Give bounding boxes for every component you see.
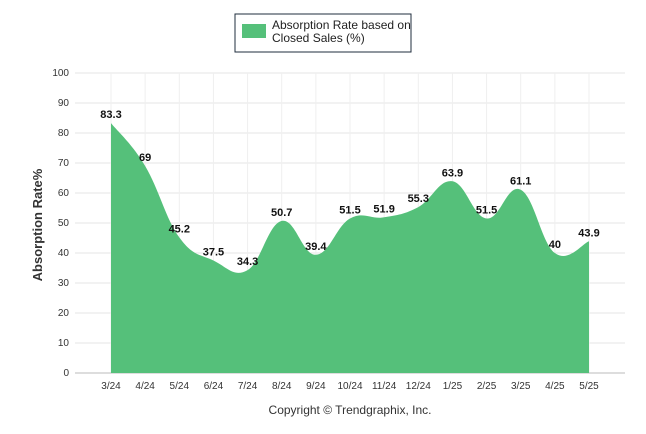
x-tick-label: 4/25 — [545, 381, 565, 392]
x-tick-label: 5/25 — [579, 381, 599, 392]
x-tick-label: 5/24 — [170, 381, 190, 392]
y-axis-title: Absorption Rate% — [30, 168, 45, 281]
x-tick-label: 11/24 — [372, 381, 397, 392]
data-label: 83.3 — [100, 109, 121, 121]
x-tick-label: 8/24 — [272, 381, 292, 392]
x-tick-label: 4/24 — [135, 381, 155, 392]
y-axis-ticks: 0 10 20 30 40 50 60 70 80 90 100 — [52, 68, 69, 379]
y-tick-label: 40 — [58, 248, 70, 259]
data-label: 37.5 — [203, 247, 224, 259]
y-tick-label: 70 — [58, 158, 70, 169]
legend: Absorption Rate based on Closed Sales (%… — [235, 14, 411, 52]
x-axis-ticks: 3/24 4/24 5/24 6/24 7/24 8/24 9/24 10/24 11/24 12… — [101, 381, 599, 392]
y-tick-label: 20 — [58, 308, 70, 319]
x-tick-label: 7/24 — [238, 381, 258, 392]
data-label: 43.9 — [578, 227, 599, 239]
data-label: 63.9 — [442, 167, 463, 179]
x-tick-label: 10/24 — [337, 381, 362, 392]
legend-label-line1: Absorption Rate based on — [272, 18, 411, 32]
y-tick-label: 30 — [58, 278, 70, 289]
x-tick-label: 1/25 — [443, 381, 463, 392]
copyright-footer: Copyright © Trendgraphix, Inc. — [269, 403, 432, 417]
x-tick-label: 2/25 — [477, 381, 497, 392]
data-label: 39.4 — [305, 241, 327, 253]
y-tick-label: 100 — [52, 68, 69, 79]
x-tick-label: 3/24 — [101, 381, 121, 392]
data-label: 51.9 — [373, 203, 394, 215]
y-tick-label: 50 — [58, 218, 70, 229]
data-label: 69 — [139, 152, 151, 164]
data-label: 55.3 — [408, 193, 429, 205]
x-tick-label: 3/25 — [511, 381, 531, 392]
data-label: 45.2 — [169, 223, 190, 235]
chart-container: Absorption Rate based on Closed Sales (%… — [0, 0, 646, 434]
legend-label-line2: Closed Sales (%) — [272, 31, 365, 45]
x-tick-label: 6/24 — [204, 381, 224, 392]
y-tick-label: 0 — [63, 368, 69, 379]
absorption-rate-chart: Absorption Rate based on Closed Sales (%… — [0, 0, 646, 434]
data-label: 34.3 — [237, 256, 258, 268]
y-tick-label: 60 — [58, 188, 70, 199]
y-tick-label: 10 — [58, 338, 70, 349]
y-tick-label: 90 — [58, 98, 70, 109]
x-tick-label: 12/24 — [406, 381, 431, 392]
x-tick-label: 9/24 — [306, 381, 326, 392]
data-label: 51.5 — [476, 205, 497, 217]
data-label: 50.7 — [271, 207, 292, 219]
data-label: 40 — [549, 239, 561, 251]
y-tick-label: 80 — [58, 128, 70, 139]
data-label: 61.1 — [510, 176, 531, 188]
legend-swatch — [242, 24, 266, 38]
data-label: 51.5 — [339, 205, 360, 217]
